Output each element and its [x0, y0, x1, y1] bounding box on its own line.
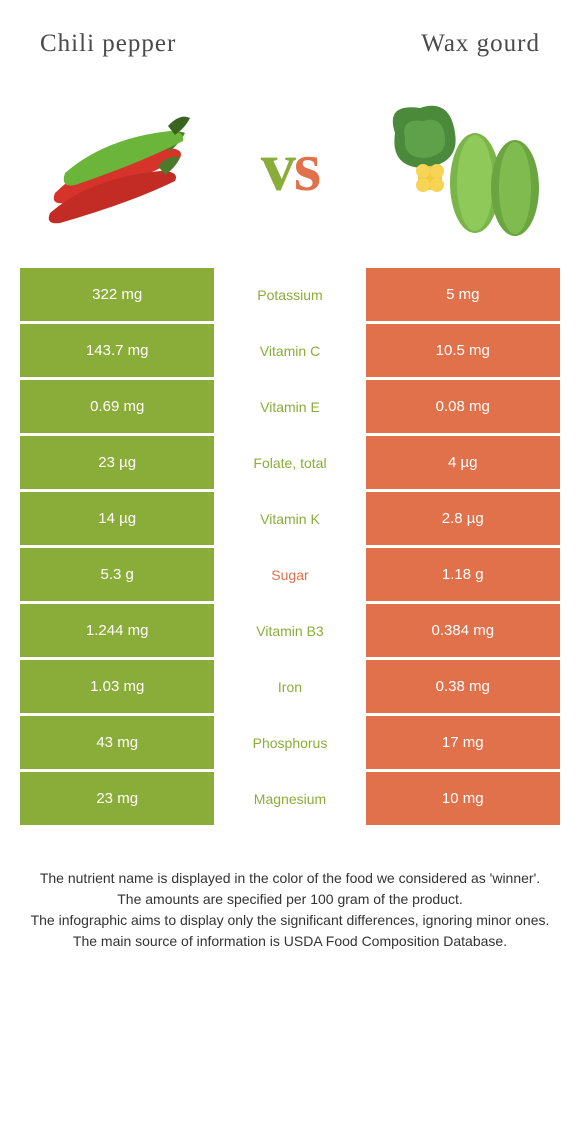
left-value: 5.3 g: [20, 548, 214, 601]
nutrient-name: Potassium: [214, 268, 365, 321]
right-value: 2.8 µg: [366, 492, 560, 545]
left-value: 1.244 mg: [20, 604, 214, 657]
left-value: 0.69 mg: [20, 380, 214, 433]
vs-s-char: s: [294, 129, 319, 206]
left-value: 23 mg: [20, 772, 214, 825]
footnote-line: The nutrient name is displayed in the co…: [30, 868, 550, 889]
nutrient-name: Phosphorus: [214, 716, 365, 769]
table-row: 1.244 mgVitamin B30.384 mg: [20, 604, 560, 660]
table-row: 322 mgPotassium5 mg: [20, 268, 560, 324]
footnote-line: The infographic aims to display only the…: [30, 910, 550, 931]
table-row: 143.7 mgVitamin C10.5 mg: [20, 324, 560, 380]
footnote-line: The main source of information is USDA F…: [30, 931, 550, 952]
nutrient-name: Vitamin K: [214, 492, 365, 545]
table-row: 1.03 mgIron0.38 mg: [20, 660, 560, 716]
right-value: 0.384 mg: [366, 604, 560, 657]
nutrient-name: Magnesium: [214, 772, 365, 825]
right-value: 1.18 g: [366, 548, 560, 601]
title-left: Chili pepper: [40, 30, 176, 58]
comparison-table: 322 mgPotassium5 mg143.7 mgVitamin C10.5…: [20, 268, 560, 828]
nutrient-name: Iron: [214, 660, 365, 713]
right-value: 10.5 mg: [366, 324, 560, 377]
table-row: 0.69 mgVitamin E0.08 mg: [20, 380, 560, 436]
right-value: 5 mg: [366, 268, 560, 321]
left-value: 14 µg: [20, 492, 214, 545]
title-right: Wax gourd: [421, 30, 540, 58]
nutrient-name: Folate, total: [214, 436, 365, 489]
table-row: 14 µgVitamin K2.8 µg: [20, 492, 560, 548]
table-row: 5.3 gSugar1.18 g: [20, 548, 560, 604]
vs-v-char: v: [261, 129, 294, 206]
nutrient-name: Vitamin C: [214, 324, 365, 377]
right-value: 4 µg: [366, 436, 560, 489]
hero-row: vs: [20, 68, 560, 268]
left-value: 143.7 mg: [20, 324, 214, 377]
table-row: 23 µgFolate, total4 µg: [20, 436, 560, 492]
right-value: 0.38 mg: [366, 660, 560, 713]
left-value: 1.03 mg: [20, 660, 214, 713]
table-row: 23 mgMagnesium10 mg: [20, 772, 560, 828]
left-value: 43 mg: [20, 716, 214, 769]
nutrient-name: Sugar: [214, 548, 365, 601]
wax-gourd-image: [370, 88, 550, 248]
nutrient-name: Vitamin E: [214, 380, 365, 433]
footnotes: The nutrient name is displayed in the co…: [20, 828, 560, 952]
nutrient-name: Vitamin B3: [214, 604, 365, 657]
left-value: 23 µg: [20, 436, 214, 489]
right-value: 17 mg: [366, 716, 560, 769]
right-value: 10 mg: [366, 772, 560, 825]
vs-label: vs: [261, 128, 319, 208]
footnote-line: The amounts are specified per 100 gram o…: [30, 889, 550, 910]
left-value: 322 mg: [20, 268, 214, 321]
right-value: 0.08 mg: [366, 380, 560, 433]
titles-row: Chili pepper Wax gourd: [20, 30, 560, 68]
table-row: 43 mgPhosphorus17 mg: [20, 716, 560, 772]
chili-pepper-image: [30, 88, 210, 248]
